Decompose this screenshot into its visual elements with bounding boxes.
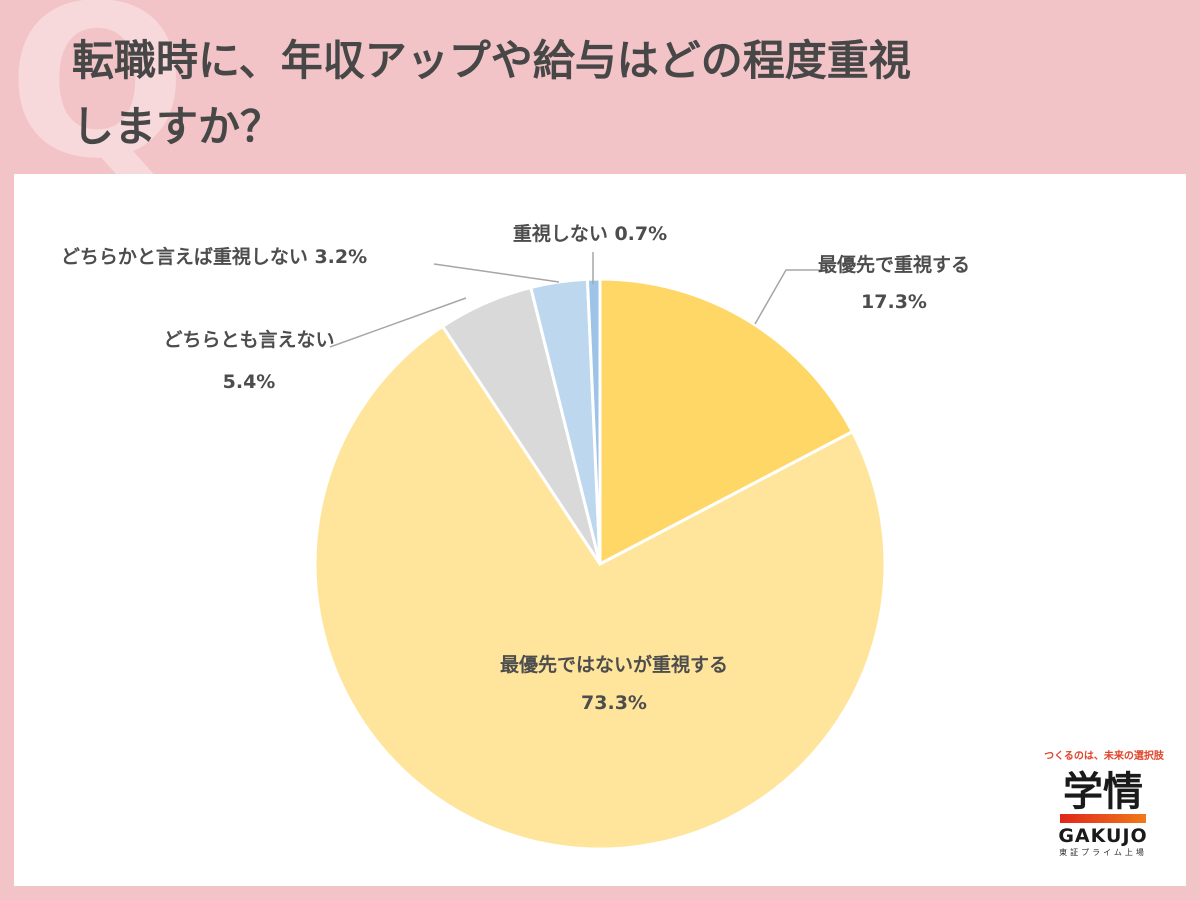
slice-label: どちらとも言えない (163, 328, 334, 351)
chart-panel: 最優先で重視する 17.3% 最優先ではないが重視する 73.3% どちらとも言えない 5… (14, 174, 1186, 886)
q-watermark: Q (8, 0, 187, 205)
title-line-2: しますか？ (72, 102, 283, 151)
pie-slice (313, 324, 887, 851)
logo-english: GAKUJO (1058, 825, 1148, 847)
page-title: 転職時に、年収アップや給与はどの程度重視 しますか？ (72, 28, 1072, 160)
title-line-1: 転職時に、年収アップや給与はどの程度重視 (72, 36, 911, 85)
slice-label: どちらかと言えば重視しない 3.2% (61, 245, 367, 268)
slice-value: 17.3% (861, 291, 927, 313)
logo-tagline: つくるのは、未来の選択肢 (1044, 751, 1164, 762)
slice-label: 重視しない 0.7% (513, 222, 667, 245)
logo-kanji: 学情 (1063, 769, 1143, 815)
slice-label: 最優先で重視する (818, 253, 970, 276)
leader-line (754, 269, 820, 325)
leader-line (433, 263, 560, 283)
gakujo-logo: つくるのは、未来の選択肢 学情 GAKUJO 東証プライム上場 (1044, 747, 1164, 858)
pie-slice (598, 277, 855, 567)
slice-value: 73.3% (581, 692, 647, 714)
logo-bar (1060, 814, 1146, 823)
leader-line (329, 297, 467, 348)
slice-value: 5.4% (223, 371, 276, 393)
logo-sub: 東証プライム上場 (1059, 848, 1147, 857)
pie-chart: 最優先で重視する 17.3% 最優先ではないが重視する 73.3% どちらとも言えない 5… (61, 222, 970, 851)
slice-label: 最優先ではないが重視する (500, 653, 728, 676)
